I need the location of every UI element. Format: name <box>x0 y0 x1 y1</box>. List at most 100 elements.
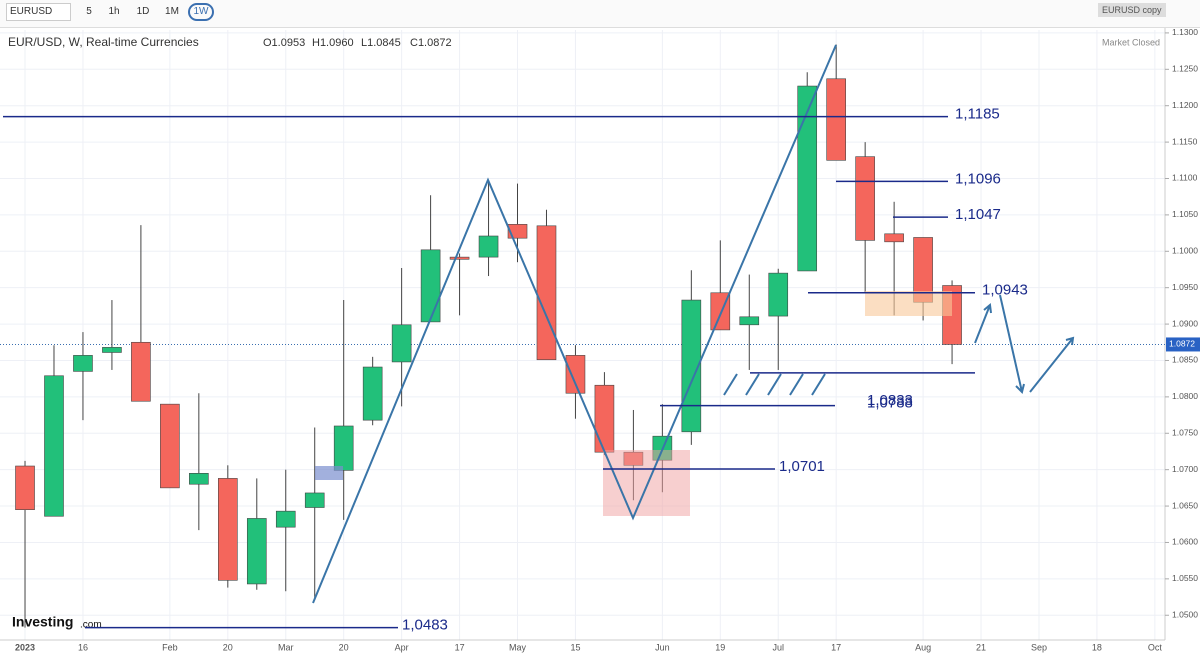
y-tick-label: 1.0600 <box>1172 537 1198 547</box>
interval[interactable]: 1h <box>108 6 120 17</box>
y-tick-label: 1.0700 <box>1172 464 1198 474</box>
candle-body <box>594 384 615 453</box>
x-tick-label: Sep <box>1031 642 1047 652</box>
x-tick-label: May <box>509 642 527 652</box>
candle-body <box>826 78 846 161</box>
interval[interactable]: 5 <box>86 6 92 17</box>
chart-title: EUR/USD, W, Real-time Currencies <box>8 35 199 49</box>
candle-body <box>739 316 760 326</box>
candle-body <box>681 299 702 433</box>
x-tick-label: 20 <box>339 642 349 652</box>
x-tick-label: 21 <box>976 642 986 652</box>
level-label: 1,0833 <box>867 392 913 409</box>
candle-body <box>73 355 93 372</box>
y-tick-label: 1.1250 <box>1172 64 1198 74</box>
drawings <box>312 44 1075 604</box>
y-tick-label: 1.1100 <box>1172 173 1198 183</box>
price-axis <box>1165 28 1200 640</box>
level-label: 1,1185 <box>955 106 1000 123</box>
level-label: 1,0483 <box>402 617 448 634</box>
market-status: Market Closed <box>1102 37 1160 47</box>
candle-body <box>507 224 528 239</box>
y-tick-label: 1.0950 <box>1172 282 1198 292</box>
ohlc: H1.0960 <box>312 37 354 49</box>
x-tick-label: Aug <box>915 642 931 652</box>
level-label: 1,1047 <box>955 206 1001 223</box>
y-tick-label: 1.0550 <box>1172 573 1198 583</box>
candle-body <box>449 256 470 260</box>
ohlc: O1.0953 <box>263 37 305 49</box>
interval[interactable]: 1M <box>165 6 179 17</box>
candle-body <box>420 249 441 323</box>
layout-name[interactable]: EURUSD copy <box>1098 3 1166 17</box>
y-tick-label: 1.0750 <box>1172 428 1198 438</box>
y-tick-label: 1.1000 <box>1172 246 1198 256</box>
brand: Investing <box>12 614 73 630</box>
candle-body <box>884 233 904 243</box>
candle-body <box>797 85 818 272</box>
box <box>315 466 343 480</box>
y-tick-label: 1.0900 <box>1172 318 1198 328</box>
last-price-tag <box>1166 337 1200 352</box>
box <box>603 450 690 516</box>
chart: EUR/USD, W, Real-time Currencies O1.0953… <box>0 28 1200 652</box>
y-tick-label: 1.0850 <box>1172 355 1198 365</box>
candle-body <box>855 156 875 241</box>
x-tick-label: Oct <box>1148 642 1163 652</box>
level-label: 1,0943 <box>982 282 1028 299</box>
y-tick-label: 1.0800 <box>1172 391 1198 401</box>
arrow <box>999 294 1025 394</box>
box <box>865 291 952 316</box>
x-tick-label: Apr <box>395 642 409 652</box>
candle-body <box>275 510 296 528</box>
y-tick-label: 1.0500 <box>1172 610 1198 620</box>
x-tick-label: 2023 <box>15 642 35 652</box>
x-tick-label: 20 <box>223 642 233 652</box>
arrow <box>1029 336 1075 393</box>
x-tick-label: Mar <box>278 642 294 652</box>
arrow <box>974 303 992 344</box>
level-label: 1,0788 <box>867 395 913 412</box>
level-label: 1,0701 <box>779 458 825 475</box>
candle-body <box>246 518 267 585</box>
candle-body <box>768 272 789 317</box>
candle-body <box>362 366 383 421</box>
hatch <box>723 373 826 396</box>
candle-body <box>218 478 238 581</box>
interval[interactable]: 1W <box>188 3 214 21</box>
x-tick-label: Jul <box>772 642 784 652</box>
y-tick-label: 1.1150 <box>1172 136 1198 146</box>
interval[interactable]: 1D <box>136 6 150 17</box>
x-tick-label: 16 <box>78 642 88 652</box>
x-tick-label: Jun <box>655 642 670 652</box>
candle-body <box>44 375 64 517</box>
candle-body <box>333 425 354 471</box>
x-tick-label: 18 <box>1092 642 1102 652</box>
ohlc: L1.0845 <box>361 37 401 49</box>
candle-body <box>536 225 557 361</box>
last-price-label: 1.0872 <box>1169 339 1195 349</box>
candle-body <box>391 324 412 363</box>
candle-body <box>189 473 209 485</box>
y-tick-label: 1.1050 <box>1172 209 1198 219</box>
toolbar: EURUSD 5 1h 1D 1M 1W EURUSD copy <box>0 0 1200 28</box>
candle-body <box>15 465 35 511</box>
candle-body <box>131 341 151 402</box>
y-tick-label: 1.1300 <box>1172 28 1198 37</box>
candle-body <box>102 347 122 353</box>
y-tick-label: 1.0650 <box>1172 500 1198 510</box>
brand-suffix: .com <box>80 620 102 631</box>
symbol-box[interactable]: EURUSD <box>6 3 71 21</box>
candle-body <box>565 355 586 394</box>
ohlc: C1.0872 <box>410 37 452 49</box>
x-tick-label: Feb <box>162 642 178 652</box>
x-tick-label: 15 <box>570 642 580 652</box>
candle-body <box>478 235 499 258</box>
x-tick-label: 17 <box>831 642 841 652</box>
level-label: 1,1096 <box>955 170 1001 187</box>
candle-body <box>160 403 180 489</box>
candle-body <box>304 492 325 508</box>
zigzag <box>312 44 837 604</box>
y-tick-label: 1.1200 <box>1172 100 1198 110</box>
